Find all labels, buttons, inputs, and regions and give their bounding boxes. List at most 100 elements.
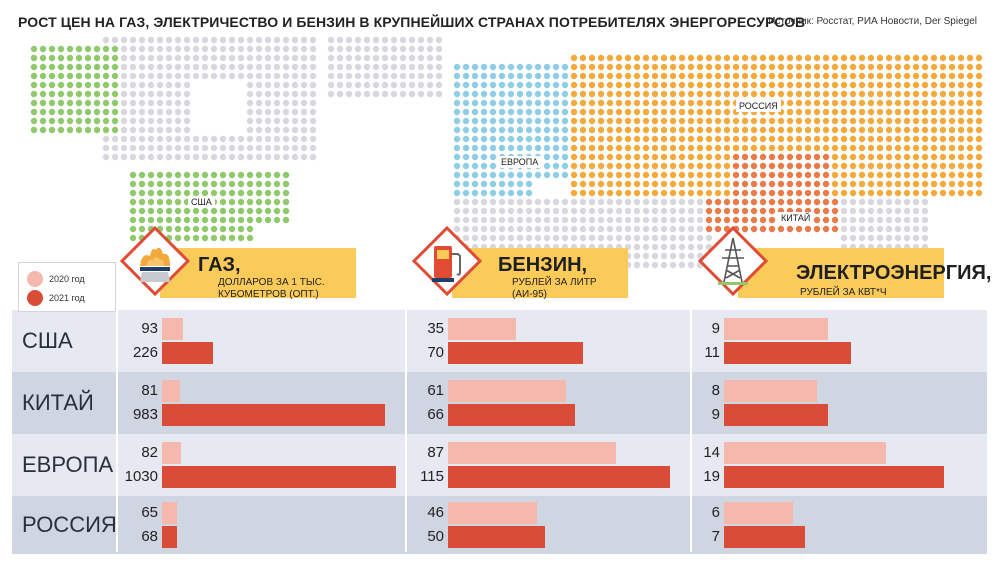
column-separator <box>116 300 118 552</box>
map-dot <box>489 234 497 242</box>
map-dot <box>273 72 281 80</box>
map-dot <box>975 54 983 62</box>
map-dot <box>939 99 947 107</box>
map-dot <box>453 216 461 224</box>
map-dot <box>957 189 965 197</box>
map-dot <box>462 198 470 206</box>
map-dot <box>156 207 164 215</box>
map-dot <box>93 117 101 125</box>
map-dot <box>687 261 695 269</box>
map-dot <box>471 225 479 233</box>
map-dot <box>372 54 380 62</box>
map-dot <box>867 189 875 197</box>
map-dot <box>264 99 272 107</box>
map-dot <box>651 135 659 143</box>
map-dot <box>597 108 605 116</box>
map-dot <box>48 90 56 98</box>
map-dot <box>525 234 533 242</box>
map-dot <box>606 117 614 125</box>
value-label-electricity-2020-3: 6 <box>711 504 720 521</box>
map-dot <box>723 162 731 170</box>
map-dot <box>741 207 749 215</box>
map-dot <box>516 126 524 134</box>
map-dot <box>678 261 686 269</box>
map-dot <box>714 180 722 188</box>
map-dot <box>174 108 182 116</box>
map-dot <box>705 153 713 161</box>
map-dot <box>480 72 488 80</box>
map-dot <box>930 180 938 188</box>
map-dot <box>867 117 875 125</box>
map-dot <box>561 117 569 125</box>
map-dot <box>480 63 488 71</box>
map-dot <box>732 63 740 71</box>
map-dot <box>795 126 803 134</box>
map-dot <box>903 90 911 98</box>
map-dot <box>156 81 164 89</box>
bar-gasoline-2020-0 <box>448 318 516 340</box>
map-dot <box>408 54 416 62</box>
map-dot <box>228 216 236 224</box>
map-dot <box>156 144 164 152</box>
map-dot <box>507 135 515 143</box>
map-dot <box>111 54 119 62</box>
map-dot <box>192 171 200 179</box>
map-dot <box>777 144 785 152</box>
map-dot <box>588 153 596 161</box>
map-dot <box>714 153 722 161</box>
map-dot <box>282 45 290 53</box>
map-dot <box>84 72 92 80</box>
map-dot <box>669 225 677 233</box>
map-dot <box>786 225 794 233</box>
map-dot <box>696 63 704 71</box>
map-dot <box>660 108 668 116</box>
map-dot <box>669 234 677 242</box>
map-dot <box>813 72 821 80</box>
map-dot <box>597 126 605 134</box>
map-dot <box>138 144 146 152</box>
map-dot <box>732 126 740 134</box>
map-dot <box>678 198 686 206</box>
map-dot <box>111 144 119 152</box>
map-dot <box>147 117 155 125</box>
map-dot <box>498 216 506 224</box>
map-dot <box>291 63 299 71</box>
map-dot <box>57 81 65 89</box>
map-dot <box>417 36 425 44</box>
map-dot <box>102 54 110 62</box>
map-dot <box>714 162 722 170</box>
map-dot <box>957 126 965 134</box>
map-dot <box>921 99 929 107</box>
map-dot <box>93 108 101 116</box>
map-dot <box>750 81 758 89</box>
map-dot <box>858 72 866 80</box>
map-dot <box>849 63 857 71</box>
map-dot <box>867 234 875 242</box>
map-dot <box>678 54 686 62</box>
map-dot <box>57 72 65 80</box>
map-dot <box>165 63 173 71</box>
map-dot <box>534 72 542 80</box>
map-dot <box>192 153 200 161</box>
map-dot <box>642 198 650 206</box>
map-dot <box>903 54 911 62</box>
map-dot <box>822 144 830 152</box>
map-dot <box>777 180 785 188</box>
map-dot <box>669 99 677 107</box>
map-dot <box>228 153 236 161</box>
map-dot <box>507 171 515 179</box>
map-dot <box>660 144 668 152</box>
map-dot <box>957 135 965 143</box>
map-dot <box>381 54 389 62</box>
map-dot <box>111 81 119 89</box>
map-dot <box>831 135 839 143</box>
map-dot <box>732 72 740 80</box>
map-dot <box>309 90 317 98</box>
map-dot <box>840 153 848 161</box>
map-dot <box>210 225 218 233</box>
map-dot <box>561 72 569 80</box>
map-dot <box>930 162 938 170</box>
map-dot <box>228 63 236 71</box>
map-dot <box>876 90 884 98</box>
map-dot <box>480 225 488 233</box>
